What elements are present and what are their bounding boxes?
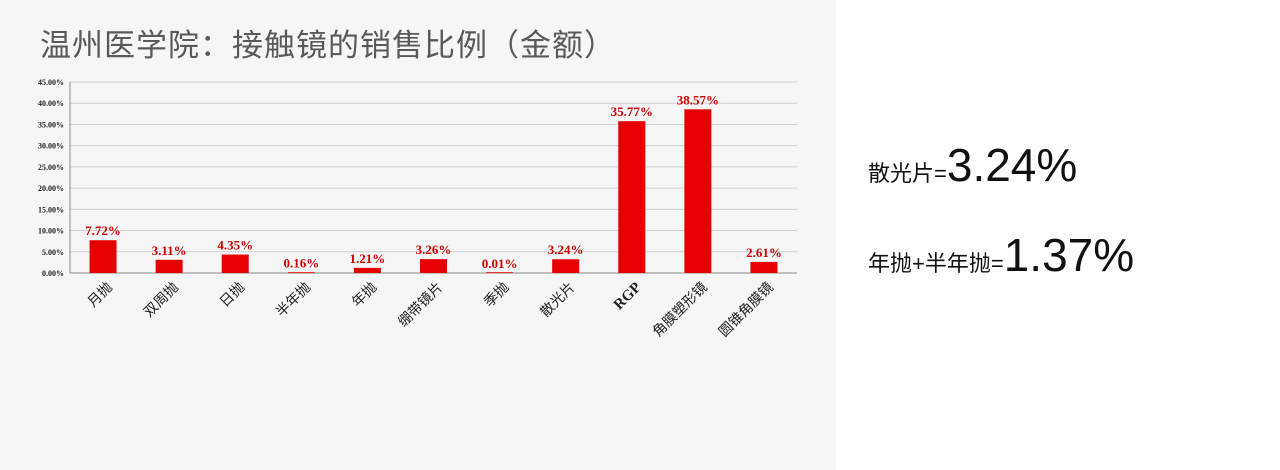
category-label: 角膜塑形镜 [650,280,711,341]
annotation-value: 3.24% [946,139,1078,191]
data-label: 0.16% [283,255,319,270]
category-label: 季抛 [481,280,512,311]
bar [420,259,447,273]
chart-panel: 温州医学院：接触镜的销售比例（金额） 0.00% 5.00% 10.00% 15.00… [38,28,797,341]
data-label: 7.72% [85,223,121,238]
data-label: 4.35% [217,238,253,253]
category-label: 双周抛 [141,280,182,321]
category-label: 散光片 [537,280,578,321]
astigmatic-lens-annotation: 散光片=3.24% [868,138,1077,192]
y-tick-label: 45.00% [38,78,64,87]
y-tick-label: 5.00% [42,248,64,257]
bar [221,254,249,273]
chart-title: 温州医学院：接触镜的销售比例（金额） [40,28,616,64]
bar [155,259,183,273]
y-tick-label: 25.00% [38,163,64,172]
category-label: RGP [611,280,645,314]
y-tick-label: 0.00% [42,269,64,278]
category-label: 圆锥角膜镜 [716,280,777,341]
data-label: 3.26% [416,242,452,257]
data-label: 2.61% [746,245,782,260]
y-tick-label: 40.00% [38,99,64,108]
annotation-label: 散光片= [868,161,947,186]
annotation-label: 年抛+半年抛= [868,251,1004,276]
category-label: 半年抛 [273,280,314,321]
bar [287,272,315,273]
data-label: 35.77% [611,104,653,119]
category-label: 年抛 [349,280,380,311]
y-tick-label: 20.00% [38,184,64,193]
y-tick-label: 35.00% [38,120,64,129]
data-label: 1.21% [350,251,386,266]
bar [353,267,381,273]
data-label: 0.01% [482,256,518,271]
data-label: 3.24% [548,242,584,257]
category-label: 日抛 [217,280,248,311]
y-tick-label: 30.00% [38,142,64,151]
y-tick-label: 10.00% [38,227,64,236]
category-label: 月抛 [85,280,116,311]
y-tick-label: 15.00% [38,205,64,214]
bar [684,109,712,273]
data-label: 3.11% [152,243,187,258]
bar [89,240,117,273]
bar [618,121,646,273]
bar [486,272,514,273]
data-label: 38.57% [677,92,719,107]
yearly-halfyear-annotation: 年抛+半年抛=1.37% [868,228,1134,282]
bar [552,259,580,273]
bar [750,261,778,273]
category-label: 绷带镜片 [395,280,446,331]
bar-chart: 0.00% 5.00% 10.00% 15.00% 20.00% 25.00% 30.00%… [38,78,797,341]
annotation-value: 1.37% [1003,229,1135,281]
